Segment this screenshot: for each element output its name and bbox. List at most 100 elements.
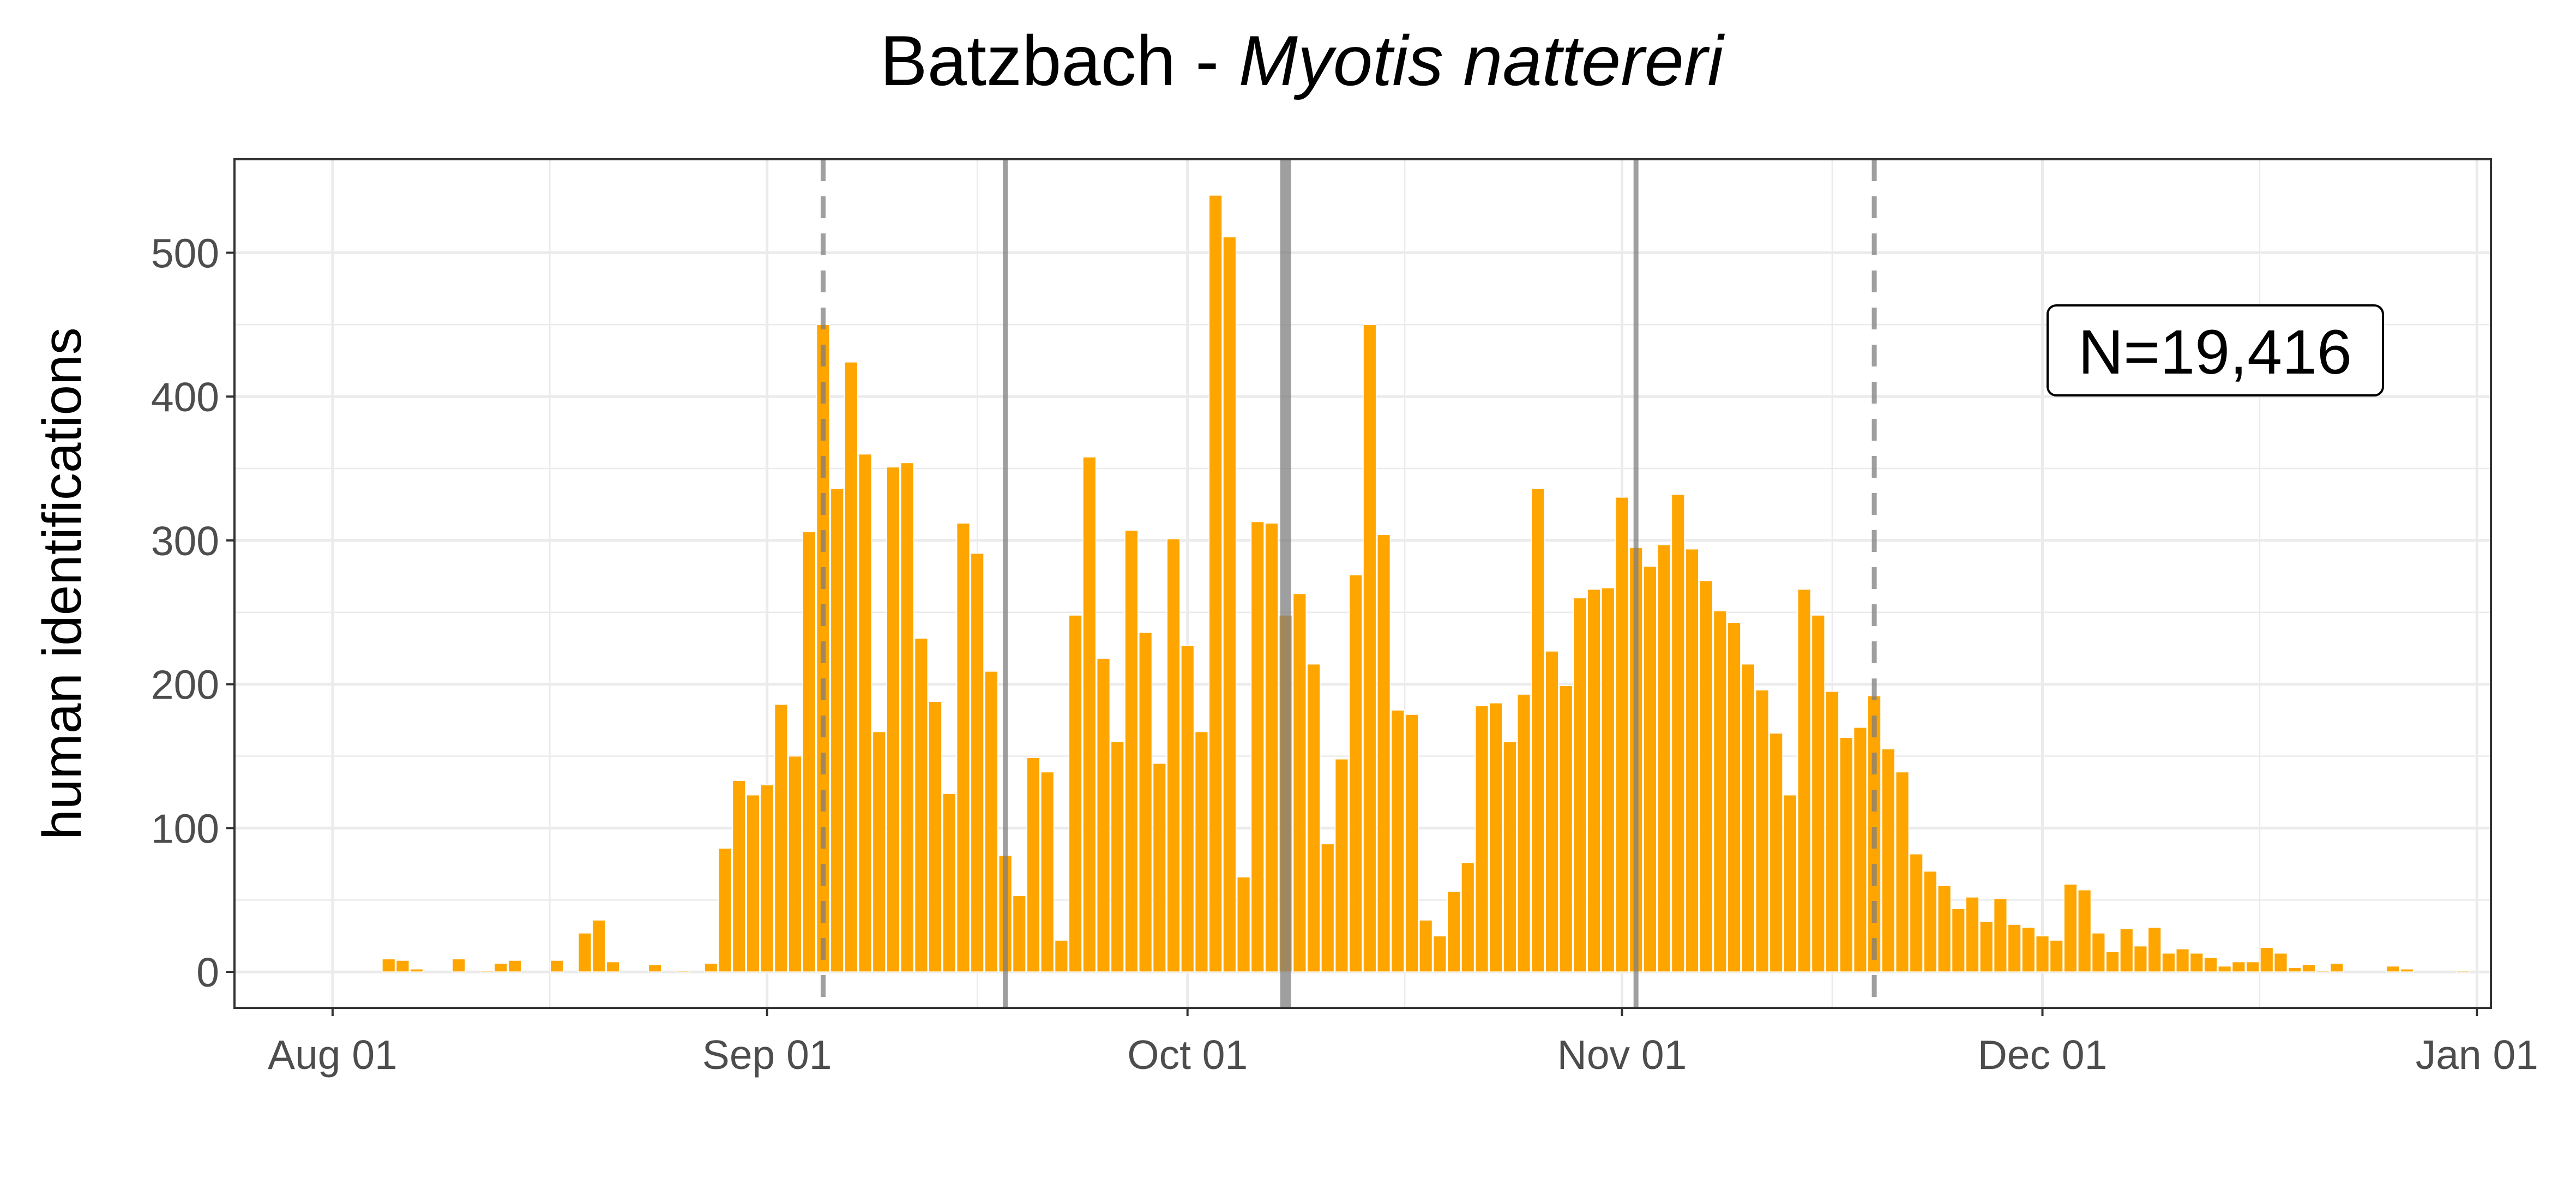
chart-title: Batzbach - Myotis nattereri [880,21,1725,100]
bar [480,970,494,972]
bar [1783,794,1797,972]
bar [2162,953,2176,972]
bar [1433,935,1447,972]
bar [1124,530,1139,972]
bar [1699,580,1713,972]
bar [2246,961,2260,972]
bar [2120,928,2134,972]
bar [382,958,396,972]
bar [886,466,900,972]
bar [1979,921,1994,972]
bar [2049,940,2063,972]
bar [2204,957,2218,972]
bar [648,964,662,972]
bar [1839,737,1853,972]
bar [1321,843,1335,972]
bar [2133,945,2148,972]
bar [1082,456,1097,972]
bar [704,963,718,972]
bar [592,919,606,972]
bar [760,784,774,972]
bar [1671,494,1685,972]
bar [2105,951,2120,972]
bar [2007,924,2021,972]
bar [956,522,971,972]
bar [844,362,858,972]
bar [1769,732,1783,972]
bar [2218,965,2232,972]
bar [1334,758,1349,972]
bar [914,638,928,972]
bar [2288,967,2302,972]
bar [508,960,522,972]
bar [1573,597,1587,972]
y-tick-label: 0 [196,949,219,995]
bar [1376,534,1391,972]
bar [1965,897,1979,972]
x-tick-label: Aug 01 [268,1032,398,1078]
bar [1895,771,1910,972]
bar [1741,663,1755,972]
bar [1250,521,1265,972]
x-tick-label: Sep 01 [702,1032,832,1078]
bar [1545,651,1559,972]
bar [732,780,746,972]
y-tick-label: 300 [151,518,219,564]
bar [872,731,886,972]
bar [606,961,620,972]
bar [1223,236,1237,972]
bar [1727,622,1741,972]
bar [1811,615,1825,972]
bar [2078,889,2092,972]
bar [1615,497,1629,972]
bar [1755,689,1770,972]
bar [2386,965,2400,972]
bar [984,671,998,972]
annotation-frame [2047,304,2384,396]
bar [1516,694,1531,972]
bar [2147,927,2162,972]
bar [1419,919,1433,972]
bar [1937,885,1952,972]
bar [1307,663,1321,972]
bar [1993,898,2008,972]
bar [2456,970,2470,972]
bar [1068,615,1082,972]
bar [493,963,508,972]
y-tick-label: 500 [151,230,219,276]
bar [2400,969,2414,972]
y-axis: 0 100 200 300 400 500 [151,230,234,995]
bar [2302,964,2316,972]
bar [1797,588,1811,972]
annotation-label: N=19,416 [2078,317,2352,387]
bar [1489,702,1503,972]
bar [1040,771,1055,972]
y-tick-label: 200 [151,662,219,708]
bar [550,960,564,972]
bar [1110,741,1124,972]
bar [1012,895,1026,972]
bar [928,701,942,972]
bar [2273,953,2288,972]
bar [1503,741,1517,972]
x-tick-label: Jan 01 [2416,1032,2538,1078]
bar [2231,961,2246,972]
bar [1474,705,1489,972]
bar [2063,884,2078,972]
bar [1152,762,1166,972]
bar [2175,948,2190,972]
bar [676,970,690,972]
bar [2330,963,2344,972]
bar [1181,645,1195,972]
vertical-reference-lines [820,159,1877,1008]
x-tick-label: Dec 01 [1978,1032,2108,1078]
bar [1881,748,1895,972]
bar [1292,593,1307,972]
bar [1447,891,1461,972]
annotation-box: N=19,416 [2047,304,2384,396]
bar [802,531,816,972]
bar [1531,488,1545,972]
bar [1194,731,1209,972]
bar [788,755,802,972]
